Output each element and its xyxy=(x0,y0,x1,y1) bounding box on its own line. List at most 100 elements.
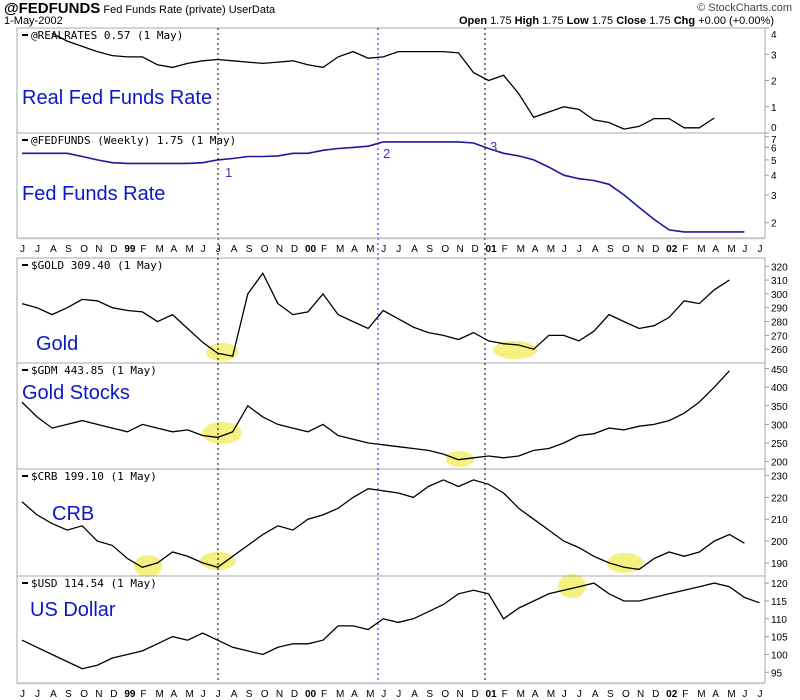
month-label: N xyxy=(276,244,283,255)
month-label: O xyxy=(80,689,88,700)
month-label: J xyxy=(201,689,206,700)
month-label: J xyxy=(35,689,40,700)
month-label: A xyxy=(411,689,418,700)
month-label: 99 xyxy=(124,689,136,700)
panel-legend: $USD 114.54 (1 May) xyxy=(31,577,157,590)
series-line xyxy=(21,370,730,461)
month-label: F xyxy=(321,689,327,700)
month-label: A xyxy=(171,689,178,700)
panel-title: CRB xyxy=(52,503,94,525)
month-label: J xyxy=(742,689,747,700)
y-tick-label: 210 xyxy=(771,515,788,526)
month-label: A xyxy=(171,244,178,255)
panel-legend: $CRB 199.10 (1 May) xyxy=(31,470,157,483)
month-label: O xyxy=(622,244,630,255)
low-value: 1.75 xyxy=(591,15,614,27)
y-tick-label: 0 xyxy=(771,123,777,134)
month-label: S xyxy=(426,244,433,255)
month-label: O xyxy=(441,689,449,700)
y-tick-label: 95 xyxy=(771,668,783,679)
month-label: F xyxy=(321,244,327,255)
panel-legend: @REALRATES 0.57 (1 May) xyxy=(31,29,183,42)
month-label: J xyxy=(577,689,582,700)
month-label: M xyxy=(155,244,163,255)
month-label: A xyxy=(351,689,358,700)
month-label: D xyxy=(291,689,298,700)
y-tick-label: 200 xyxy=(771,537,788,548)
month-label: F xyxy=(502,689,508,700)
month-label: S xyxy=(65,689,72,700)
open-value: 1.75 xyxy=(490,15,512,27)
month-label: A xyxy=(532,244,539,255)
month-label: J xyxy=(396,689,401,700)
series-line xyxy=(51,32,715,130)
month-label: M xyxy=(186,689,194,700)
month-label: N xyxy=(637,244,644,255)
y-tick-label: 5 xyxy=(771,156,777,167)
month-label: J xyxy=(20,244,25,255)
month-label: J xyxy=(562,689,567,700)
y-tick-label: 220 xyxy=(771,493,788,504)
copyright: © StockCharts.com xyxy=(697,2,792,14)
panel-legend: $GOLD 309.40 (1 May) xyxy=(31,259,163,272)
month-label: 02 xyxy=(666,244,678,255)
y-tick-label: 290 xyxy=(771,304,788,315)
month-label: J xyxy=(20,689,25,700)
month-label: D xyxy=(110,244,117,255)
series-line xyxy=(22,141,745,233)
low-label: Low xyxy=(566,15,589,27)
y-tick-label: 310 xyxy=(771,276,788,287)
series-line xyxy=(21,479,745,571)
y-tick-label: 200 xyxy=(771,458,788,469)
highlight-ellipse xyxy=(558,574,586,598)
month-label: J xyxy=(381,689,386,700)
y-tick-label: 2 xyxy=(771,77,777,88)
month-label: O xyxy=(622,689,630,700)
month-label: F xyxy=(502,244,508,255)
y-tick-label: 7 xyxy=(771,135,777,146)
close-label: Close xyxy=(616,15,647,27)
panel-frame xyxy=(16,132,766,239)
chg-value: +0.00 (+0.00%) xyxy=(698,15,774,27)
month-label: M xyxy=(697,689,705,700)
y-tick-label: 270 xyxy=(771,331,788,342)
month-label: J xyxy=(201,244,206,255)
month-label: J xyxy=(577,244,582,255)
month-label: 00 xyxy=(305,689,317,700)
month-label: M xyxy=(727,689,735,700)
month-label: 00 xyxy=(305,244,317,255)
month-label: M xyxy=(336,244,344,255)
month-label: D xyxy=(291,244,298,255)
month-label: O xyxy=(261,689,269,700)
month-label: A xyxy=(231,244,238,255)
month-label: A xyxy=(50,689,57,700)
y-tick-label: 250 xyxy=(771,439,788,450)
month-label: F xyxy=(140,689,146,700)
month-label: S xyxy=(65,244,72,255)
month-label: J xyxy=(35,244,40,255)
month-label: N xyxy=(95,244,102,255)
y-tick-label: 3 xyxy=(771,50,777,61)
month-label: 99 xyxy=(124,244,136,255)
month-label: J xyxy=(757,244,762,255)
month-label: N xyxy=(276,689,283,700)
chart-header: @FEDFUNDS Fed Funds Rate (private) UserD… xyxy=(4,1,275,18)
y-tick-label: 300 xyxy=(771,420,788,431)
month-label: A xyxy=(351,244,358,255)
data-source: UserData xyxy=(228,4,276,16)
panel-frame xyxy=(16,27,766,134)
highlight-ellipse xyxy=(206,343,238,361)
series-line xyxy=(21,271,730,357)
month-label: A xyxy=(712,689,719,700)
month-label: M xyxy=(727,244,735,255)
highlight-ellipse xyxy=(202,422,242,444)
month-label: A xyxy=(411,244,418,255)
y-tick-label: 190 xyxy=(771,559,788,570)
close-value: 1.75 xyxy=(649,15,671,27)
highlight-ellipse xyxy=(493,341,537,359)
month-label: O xyxy=(80,244,88,255)
panel-frame xyxy=(16,575,766,684)
month-label: D xyxy=(652,244,659,255)
y-tick-label: 300 xyxy=(771,290,788,301)
